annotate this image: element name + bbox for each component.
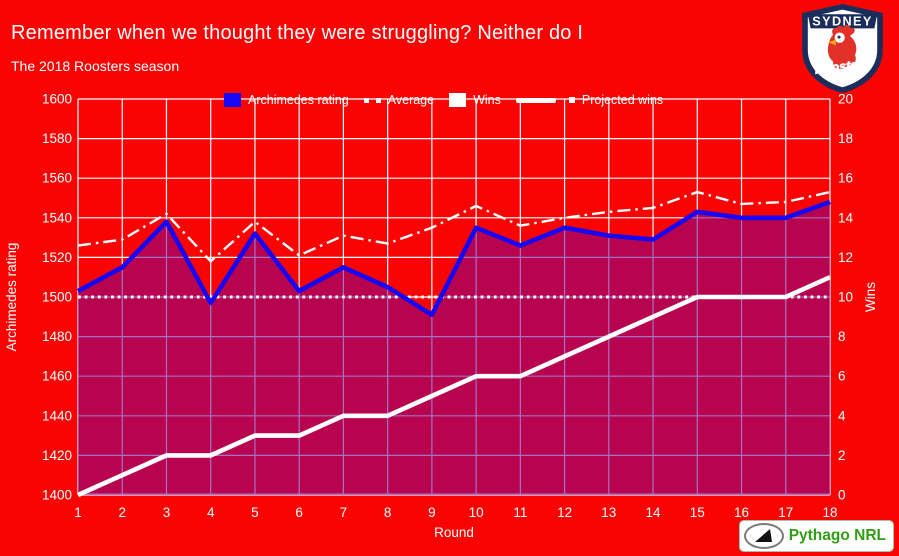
dotted-line-icon	[363, 97, 381, 103]
tick-label: 1540	[42, 210, 72, 225]
tick-label: 12	[838, 250, 853, 265]
tick-label: 16	[838, 171, 853, 186]
tick-label: 11	[513, 505, 527, 520]
tick-label: 10	[469, 505, 484, 520]
tick-label: 17	[778, 505, 793, 520]
archimedes-rating-line	[76, 199, 831, 318]
tick-label: 1	[74, 505, 82, 520]
wins-line	[77, 275, 831, 498]
legend-label-wins: Wins	[473, 93, 501, 107]
tick-label: 10	[838, 290, 853, 305]
page-subtitle: The 2018 Roosters season	[11, 58, 180, 74]
roosters-top-text: SYDNEY	[812, 15, 872, 29]
tick-label: 1520	[42, 250, 72, 265]
thick-line-icon	[515, 97, 556, 103]
tick-label: 1440	[42, 408, 72, 423]
tick-label: 9	[428, 505, 436, 520]
tick-label: 1460	[42, 369, 72, 384]
legend-item-archimedes-rating: Archimedes rating	[224, 93, 349, 107]
tick-label: 8	[384, 505, 392, 520]
tick-label: 4	[838, 408, 846, 423]
tick-label: 6	[838, 369, 846, 384]
tick-label: 6	[295, 505, 303, 520]
tick-label: 14	[838, 210, 854, 225]
tick-label: 2	[118, 505, 126, 520]
legend-item-wins: Wins	[449, 93, 501, 107]
tick-label: 20	[838, 92, 853, 107]
roosters-shield-icon: SYDNEY Roosters	[802, 3, 883, 94]
legend-item-projected-wins: Projected wins	[515, 93, 664, 107]
tick-label: 0	[838, 488, 846, 503]
tick-label: 18	[838, 131, 853, 146]
tick-label: 18	[822, 505, 837, 520]
white-square-icon	[449, 93, 467, 107]
tick-label: 1580	[42, 131, 72, 146]
pythago-triangle-icon	[754, 529, 772, 542]
pythago-label: Pythago NRL	[788, 527, 886, 544]
tick-label: 8	[838, 329, 846, 344]
tick-label: 1400	[42, 488, 72, 503]
chart-legend: Archimedes rating Average Wins Projected…	[224, 91, 663, 109]
tick-label: 14	[646, 505, 662, 520]
tick-label: 5	[251, 505, 259, 520]
tick-label: 1600	[42, 92, 72, 107]
dash-dot-icon	[568, 97, 575, 103]
tick-label: 1480	[42, 329, 72, 344]
rating-area-fill	[78, 201, 830, 495]
roosters-logo: SYDNEY Roosters	[795, 3, 890, 94]
legend-label-projected-wins: Projected wins	[581, 93, 664, 107]
tick-label: 1560	[42, 171, 72, 186]
blue-square-icon	[224, 93, 241, 107]
tick-label: 1420	[42, 448, 72, 463]
y-axis-left-tick-labels: 1400 1420 1440 1460 1480 1500 1520 1540 1560 1580…	[42, 92, 72, 503]
x-axis-tick-labels: 1 2 3 4 5 6 7 8 9 10 11 12 13 14 15 16 17 18	[74, 505, 837, 520]
tick-label: 13	[601, 505, 616, 520]
projected-wins-line	[77, 190, 831, 263]
page-title: Remember when we thought they were strug…	[11, 22, 584, 44]
legend-label-archimedes-rating: Archimedes rating	[248, 93, 349, 107]
tick-label: 12	[557, 505, 572, 520]
legend-item-average: Average	[363, 93, 435, 107]
pythago-logo: Pythago NRL	[738, 520, 894, 552]
tick-label: 15	[690, 505, 705, 520]
x-axis-title: Round	[434, 525, 474, 540]
roosters-script-text: Roosters	[814, 56, 870, 77]
y-axis-left-title: Archimedes rating	[4, 243, 19, 352]
tick-label: 16	[734, 505, 749, 520]
tick-label: 3	[163, 505, 171, 520]
pythago-ellipse	[743, 523, 784, 549]
y-axis-right-title: Wins	[863, 282, 878, 312]
tick-label: 1500	[42, 290, 72, 305]
tick-label: 4	[207, 505, 215, 520]
tick-label: 7	[340, 505, 348, 520]
tick-label: 2	[838, 448, 846, 463]
y-axis-right-tick-labels: 0 2 4 6 8 10 12 14 16 18 20	[838, 92, 854, 503]
legend-label-average: Average	[387, 93, 435, 107]
